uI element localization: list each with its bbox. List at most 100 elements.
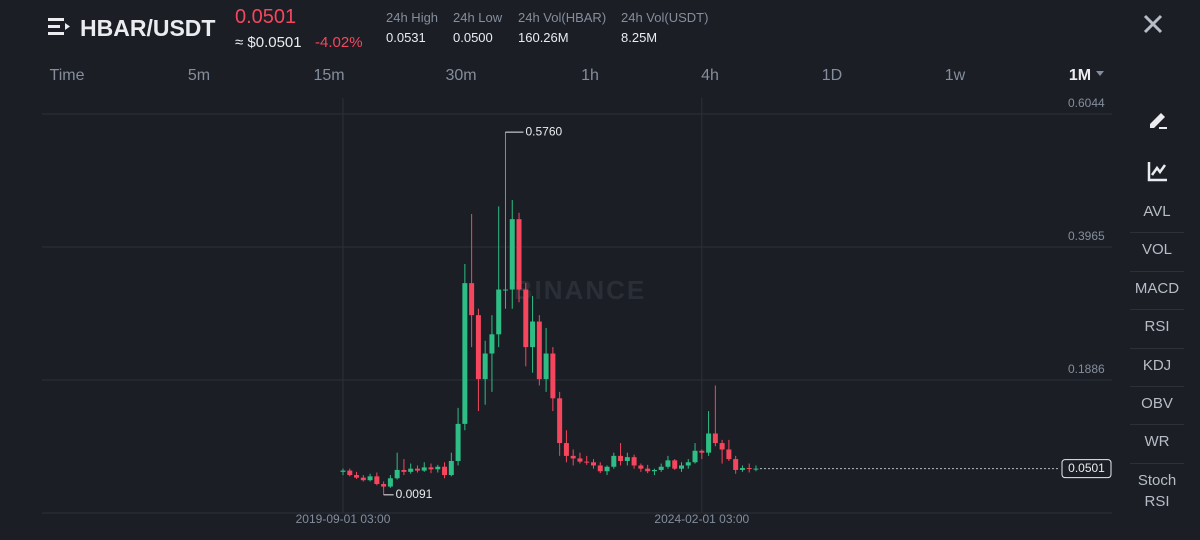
separator	[1130, 424, 1184, 425]
low-label: 0.0091	[396, 487, 433, 501]
price-usd: ≈ $0.0501	[235, 34, 302, 51]
candle-body	[726, 449, 732, 460]
indicator[interactable]: KDJ	[1142, 357, 1172, 374]
timeframe-tab[interactable]: Time	[49, 67, 85, 84]
candle-body	[638, 465, 644, 469]
candle-body	[557, 398, 563, 444]
candle-body	[442, 466, 448, 476]
candle-body	[516, 219, 522, 290]
candle-body	[577, 458, 583, 462]
x-tick-label: 2024-02-01 03:00	[654, 512, 749, 526]
candle-body	[523, 289, 529, 348]
candle-body	[719, 443, 725, 450]
indicator[interactable]: VOL	[1141, 241, 1172, 258]
candle-body	[543, 353, 549, 380]
candle-body	[672, 460, 678, 469]
x-tick-label: 2019-09-01 03:00	[296, 512, 391, 526]
close-glyph	[1143, 14, 1163, 34]
candle-body	[739, 468, 745, 470]
close-button[interactable]	[1142, 13, 1164, 40]
separator	[1130, 309, 1184, 310]
candle-body	[354, 475, 360, 478]
candle-body	[374, 476, 380, 485]
price-box-label: 0.0501	[1068, 461, 1105, 475]
separator	[1130, 348, 1184, 349]
timeframe-tab[interactable]: 30m	[445, 67, 477, 84]
timeframe-tab[interactable]: 1M	[1068, 67, 1092, 84]
indicator[interactable]: MACD	[1134, 280, 1180, 297]
y-tick-label: 0.3965	[1068, 229, 1105, 243]
candle-body	[570, 455, 576, 459]
candle-body	[509, 219, 515, 290]
candle-body	[360, 477, 366, 481]
stat-label: 24h High	[386, 10, 439, 25]
candle-body	[408, 468, 414, 472]
separator	[1130, 271, 1184, 272]
candle-body	[482, 353, 488, 380]
menu-glyph	[48, 18, 70, 35]
candle-body	[712, 433, 718, 444]
candle-body	[550, 353, 556, 399]
stat-label: 24h Vol(USDT)	[621, 10, 709, 25]
candle-body	[665, 460, 671, 467]
price-box	[1061, 459, 1112, 479]
indicator[interactable]: WR	[1144, 433, 1170, 450]
candle-body	[489, 334, 495, 354]
timeframe-tab[interactable]: 1D	[821, 67, 843, 84]
candle-body	[401, 469, 407, 472]
stat-value: 0.0531	[386, 30, 426, 45]
candle-body	[624, 457, 630, 461]
watermark: BINANCE	[514, 275, 646, 305]
stat-label: 24h Low	[453, 10, 503, 25]
indicator[interactable]: AVL	[1143, 203, 1171, 220]
tab-caret	[1096, 71, 1104, 76]
candle-body	[455, 423, 461, 461]
candle-body	[692, 450, 698, 463]
candle-body	[435, 466, 441, 470]
candle-body	[469, 283, 475, 316]
candle-body	[387, 478, 393, 487]
indicator[interactable]: RSI	[1144, 318, 1170, 335]
separator	[1130, 386, 1184, 387]
candle-body	[611, 455, 617, 467]
timeframe-tab[interactable]: 1w	[944, 67, 966, 84]
y-tick-label: 0.1886	[1068, 362, 1105, 376]
candle-body	[367, 476, 373, 481]
timeframe-tab[interactable]: 5m	[187, 67, 211, 84]
menu-icon[interactable]	[48, 16, 72, 43]
candle-body	[679, 465, 684, 469]
candle-body	[496, 289, 502, 335]
timeframe-tab[interactable]: 15m	[313, 67, 345, 84]
separator	[1130, 463, 1184, 464]
timeframe-tab[interactable]: 1h	[581, 67, 599, 84]
candle-body	[685, 462, 691, 466]
candle-body	[475, 315, 481, 380]
candle-body	[706, 433, 712, 453]
candle-body	[733, 459, 739, 470]
candle-body	[381, 484, 387, 487]
pencil-glyph	[1150, 113, 1167, 129]
y-tick-label: 0.6044	[1068, 96, 1105, 110]
separator	[1130, 232, 1184, 233]
candle-body	[340, 470, 346, 472]
candle-body	[746, 468, 752, 470]
candle-body	[414, 468, 420, 471]
timeframe-tab[interactable]: 4h	[701, 67, 719, 84]
pair: HBAR/USDT	[80, 15, 216, 41]
indicator[interactable]: Stoch RSI	[1137, 472, 1177, 510]
candle-body	[618, 455, 624, 461]
candle-body	[699, 450, 705, 453]
chart-glyph	[1147, 162, 1167, 182]
stat-value: 160.26M	[518, 30, 569, 45]
indicator-tool[interactable]	[1147, 160, 1169, 187]
stat-value: 8.25M	[621, 30, 658, 45]
candle-body	[658, 466, 664, 470]
candle-body	[584, 461, 590, 463]
indicator[interactable]: OBV	[1141, 395, 1173, 412]
candle-body	[530, 321, 536, 348]
price: 0.0501	[235, 6, 297, 28]
draw-tool[interactable]	[1147, 108, 1169, 135]
candle-body	[428, 467, 434, 470]
candle-body	[502, 289, 508, 291]
